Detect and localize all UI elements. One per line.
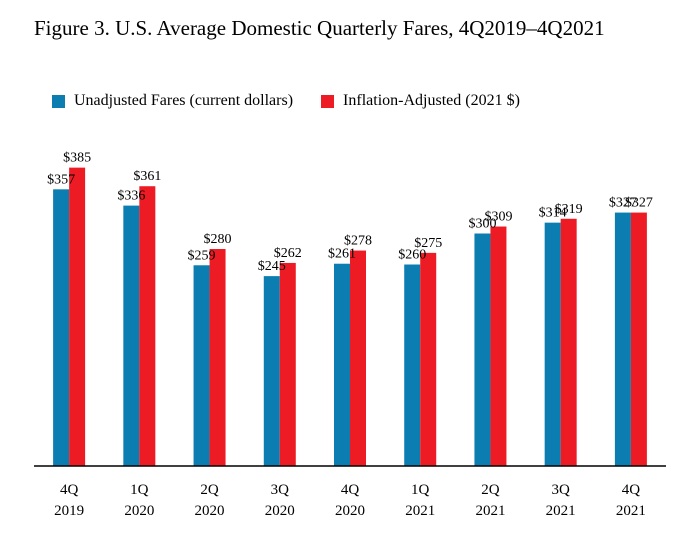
- bar-unadjusted-3: [263, 276, 280, 466]
- bar-adjusted-6: [490, 226, 507, 466]
- bar-adjusted-5: [420, 252, 437, 466]
- legend: Unadjusted Fares (current dollars) Infla…: [52, 92, 548, 110]
- bar-unadjusted-7: [544, 222, 561, 466]
- value-label-adjusted-1: $361: [133, 169, 161, 184]
- x-tick-label-1-year: 2020: [124, 503, 154, 519]
- legend-swatch-adjusted: [321, 94, 335, 108]
- bar-adjusted-8: [630, 212, 647, 466]
- bar-unadjusted-2: [193, 265, 210, 466]
- bar-adjusted-2: [209, 249, 226, 466]
- value-label-unadjusted-1: $336: [117, 189, 145, 204]
- legend-swatch-unadjusted: [52, 94, 65, 108]
- bar-unadjusted-0: [53, 189, 70, 466]
- value-label-adjusted-8: $327: [625, 196, 653, 211]
- value-label-adjusted-3: $262: [274, 246, 302, 261]
- value-label-unadjusted-0: $357: [47, 172, 75, 187]
- bar-adjusted-3: [279, 262, 296, 466]
- bar-adjusted-0: [69, 167, 86, 466]
- bar-adjusted-1: [139, 186, 156, 466]
- value-label-unadjusted-7: $314: [539, 206, 567, 221]
- x-tick-label-5-year: 2021: [405, 503, 435, 519]
- value-label-unadjusted-6: $300: [468, 217, 496, 232]
- chart-title: Figure 3. U.S. Average Domestic Quarterl…: [34, 16, 605, 40]
- bar-unadjusted-5: [404, 264, 421, 466]
- value-label-unadjusted-2: $259: [188, 248, 216, 263]
- value-label-unadjusted-8: $327: [609, 196, 637, 211]
- value-label-unadjusted-5: $260: [398, 248, 426, 263]
- x-tick-label-7-year: 2021: [546, 503, 576, 519]
- x-tick-label-0-quarter: 4Q: [60, 482, 79, 498]
- value-label-adjusted-5: $275: [414, 236, 442, 251]
- legend-item-adjusted: Inflation-Adjusted (2021 $): [321, 92, 520, 110]
- x-tick-label-5-quarter: 1Q: [411, 482, 430, 498]
- bar-adjusted-4: [350, 250, 366, 466]
- legend-item-unadjusted: Unadjusted Fares (current dollars): [52, 92, 293, 110]
- value-label-adjusted-7: $319: [555, 202, 583, 217]
- x-tick-label-1-quarter: 1Q: [130, 482, 149, 498]
- x-tick-label-7-quarter: 3Q: [551, 482, 570, 498]
- x-tick-label-0-year: 2019: [54, 503, 84, 519]
- x-tick-label-2-quarter: 2Q: [200, 482, 219, 498]
- x-tick-label-6-year: 2021: [475, 503, 505, 519]
- value-label-adjusted-2: $280: [204, 232, 232, 247]
- x-tick-label-3-year: 2020: [265, 503, 295, 519]
- x-tick-label-3-quarter: 3Q: [271, 482, 290, 498]
- value-label-adjusted-6: $309: [484, 210, 512, 225]
- legend-label-unadjusted: Unadjusted Fares (current dollars): [74, 92, 294, 109]
- x-tick-label-8-year: 2021: [616, 503, 646, 519]
- bar-unadjusted-1: [123, 205, 140, 466]
- x-tick-label-8-quarter: 4Q: [622, 482, 641, 498]
- x-tick-label-4-quarter: 4Q: [341, 482, 360, 498]
- x-tick-labels-group: 4Q 2019 1Q 2020 2Q 2020 3Q 2020 4Q 2020 1Q 2021 2Q 20…: [54, 482, 646, 519]
- bar-adjusted-7: [560, 218, 577, 466]
- bar-unadjusted-4: [334, 263, 350, 466]
- x-tick-label-6-quarter: 2Q: [481, 482, 500, 498]
- x-tick-label-2-year: 2020: [195, 503, 225, 519]
- x-tick-label-4-year: 2020: [335, 503, 365, 519]
- value-label-unadjusted-4: $261: [328, 247, 356, 262]
- bars-group: [53, 167, 647, 466]
- bar-unadjusted-8: [614, 212, 631, 466]
- value-label-adjusted-0: $385: [63, 151, 91, 166]
- value-label-adjusted-4: $278: [344, 234, 372, 249]
- value-labels-group: $357 $385 $336 $361 $259$280 $245$262 $261$278…: [47, 151, 653, 275]
- value-label-unadjusted-3: $245: [258, 259, 286, 274]
- legend-label-adjusted: Inflation-Adjusted (2021 $): [343, 92, 520, 109]
- bar-unadjusted-6: [474, 233, 491, 466]
